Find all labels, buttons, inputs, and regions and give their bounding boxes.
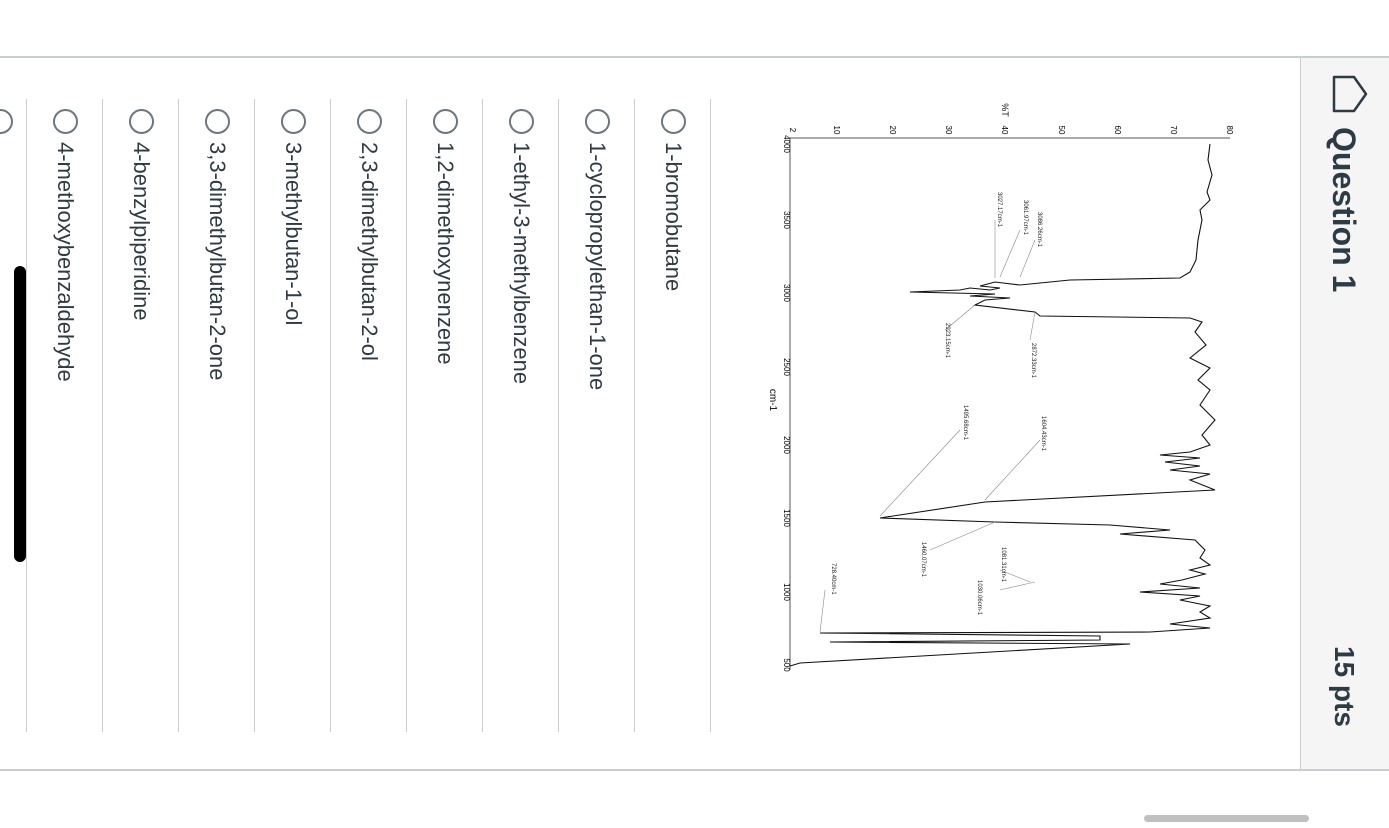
answer-separator <box>330 99 331 732</box>
answer-label[interactable]: 1-bromobutane <box>661 142 686 292</box>
answer-separator <box>102 99 103 732</box>
question-title: Question 1 <box>1326 127 1362 293</box>
peak-label: 2872.33cm-1 <box>1030 343 1036 379</box>
answer-radio-9[interactable] <box>53 109 78 134</box>
answer-separator <box>710 99 711 732</box>
answer-label[interactable]: 2,3-dimethylbutan-2-ol <box>357 142 382 361</box>
horizontal-scrollbar-thumb[interactable] <box>1144 815 1309 822</box>
bookmark-flag-icon[interactable] <box>1330 74 1370 114</box>
x-tick-labels: 4000 3500 3000 2500 2000 1500 1000 500 <box>782 135 791 672</box>
answer-separator <box>558 99 559 732</box>
y-tick: 60 <box>1113 126 1122 135</box>
question-header <box>1300 58 1389 769</box>
spectrum-trace <box>789 143 1216 667</box>
y-tick: 80 <box>1225 126 1234 135</box>
peak-label: 1030.06cm-1 <box>976 580 982 616</box>
y-tick: 50 <box>1057 126 1066 135</box>
peak-label: 1081.31cm-1 <box>1000 547 1006 583</box>
x-tick: 3500 <box>782 211 791 229</box>
x-tick: 1000 <box>782 583 791 601</box>
peak-labels: 3086.26cm-1 3061.97cm-1 3027.17cm-1 2872… <box>830 192 1046 616</box>
x-tick: 1500 <box>782 509 791 527</box>
answer-separator <box>254 99 255 732</box>
answer-radio-3[interactable] <box>509 109 534 134</box>
answer-separator <box>634 99 635 732</box>
peak-label: 1604.43cm-1 <box>1040 416 1046 452</box>
y-tick-labels: 2 10 20 30 40 50 60 70 80 <box>788 126 1234 135</box>
ir-spectrum-image: 2 10 20 30 40 50 60 70 80 %T 4000 3500 3… <box>770 100 1250 700</box>
answer-radio-1[interactable] <box>661 109 686 134</box>
answer-label-partial[interactable]: methoxybenzaldehyde <box>0 215 4 436</box>
peak-label: 2923.15cm-1 <box>944 323 950 359</box>
peak-label: 3027.17cm-1 <box>996 192 1002 228</box>
answer-radio-6[interactable] <box>281 109 306 134</box>
answer-label[interactable]: 1-ethyl-3-methylbenzene <box>509 142 534 385</box>
answer-radio-7[interactable] <box>205 109 230 134</box>
answer-radio-4[interactable] <box>433 109 458 134</box>
answer-label[interactable]: 3-methylbutan-1-ol <box>281 142 306 326</box>
y-tick: 10 <box>832 126 841 135</box>
y-tick: 40 <box>1000 126 1009 135</box>
peak-label: 1460.07cm-1 <box>920 542 926 578</box>
answer-label[interactable]: 1,2-dimethoxynenzene <box>433 142 458 365</box>
peak-label: 3086.26cm-1 <box>1036 212 1042 248</box>
peak-label: 3061.97cm-1 <box>1022 200 1028 236</box>
answer-radio-5[interactable] <box>357 109 382 134</box>
question-points: 15 pts <box>1329 646 1360 727</box>
answer-label[interactable]: 1-cyclopropylethan-1-one <box>585 142 610 391</box>
answer-label[interactable]: 3,3-dimethylbutan-2-one <box>205 142 230 381</box>
x-tick: 2500 <box>782 358 791 376</box>
y-tick: 2 <box>788 128 797 133</box>
answer-separator <box>178 99 179 732</box>
answer-radio-2[interactable] <box>585 109 610 134</box>
x-tick: 4000 <box>782 135 791 153</box>
y-tick: 20 <box>888 126 897 135</box>
answer-label[interactable]: 4-benzylpiperidine <box>129 142 154 321</box>
x-axis-label: cm-1 <box>770 389 778 412</box>
y-tick: 70 <box>1169 126 1178 135</box>
answer-separator <box>406 99 407 732</box>
x-tick: 2000 <box>782 436 791 454</box>
answer-label[interactable]: 4-methoxybenzaldehyde <box>53 142 78 382</box>
x-tick: 3000 <box>782 284 791 302</box>
answer-radio-8[interactable] <box>129 109 154 134</box>
answer-separator <box>482 99 483 732</box>
peak-label: 728.40cm-1 <box>830 563 836 595</box>
x-tick: 500 <box>782 658 791 672</box>
vertical-scrollbar-thumb[interactable] <box>14 266 26 562</box>
y-tick: 30 <box>944 126 953 135</box>
peak-label: 1495.68cm-1 <box>962 405 968 441</box>
y-axis-label: %T <box>1000 103 1010 117</box>
answer-separator <box>26 99 27 732</box>
